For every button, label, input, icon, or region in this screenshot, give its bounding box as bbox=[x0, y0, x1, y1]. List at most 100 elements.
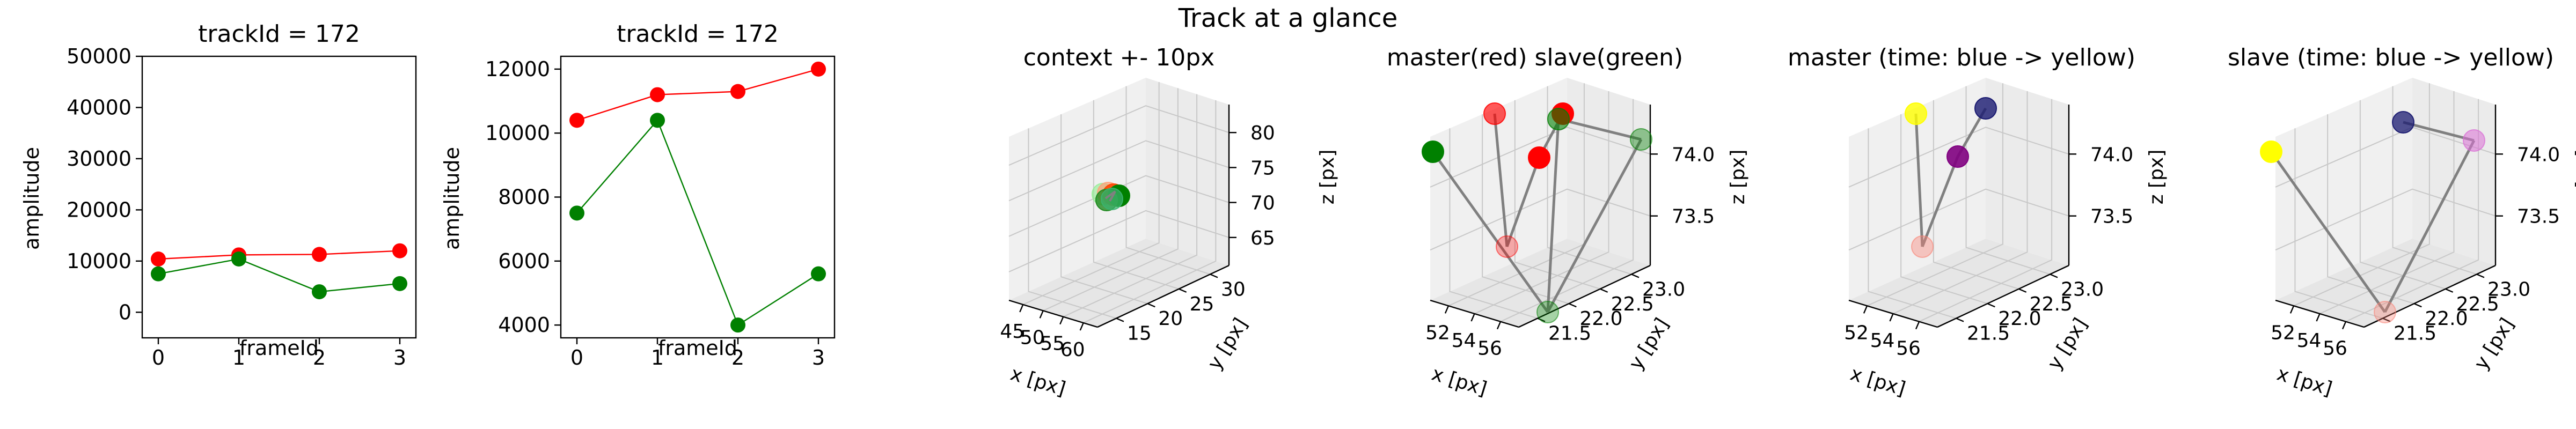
x-tick-mark bbox=[2289, 305, 2295, 314]
y-tick-label: 22.0 bbox=[1579, 308, 1622, 330]
grid-line-x bbox=[1893, 91, 2028, 314]
x-tick-label: 3 bbox=[812, 346, 825, 369]
data-point bbox=[569, 205, 584, 221]
y-tick-mark bbox=[1568, 303, 1577, 308]
y-axis-label: y [px] bbox=[2044, 314, 2092, 374]
data-point bbox=[1422, 140, 1444, 163]
x-tick-mark bbox=[2341, 321, 2347, 330]
y-axis-label: y [px] bbox=[1625, 314, 1673, 374]
z-axis-label: z [px] bbox=[2572, 150, 2576, 205]
x-tick-label: 2 bbox=[313, 346, 326, 369]
z-tick-label: 65 bbox=[1250, 227, 1275, 249]
left-pane bbox=[1009, 78, 1146, 300]
x-tick-label: 52 bbox=[1425, 322, 1450, 344]
x-axis-label: x [px] bbox=[1848, 363, 1908, 401]
series-line bbox=[158, 258, 400, 293]
chart1-y-ticks: 0 10000 20000 30000 40000 50000 bbox=[67, 45, 142, 324]
y-tick-label: 22.0 bbox=[2425, 308, 2468, 330]
x-tick-mark bbox=[1059, 316, 1064, 325]
grid-line-x bbox=[1083, 100, 1217, 323]
chart2-y-ticks: 4000 6000 8000 10000 12000 bbox=[485, 57, 561, 337]
grid-line-y bbox=[1514, 100, 1600, 290]
link-line bbox=[1921, 156, 1959, 247]
grid-line-z bbox=[1008, 105, 1230, 166]
grid-line-x bbox=[2293, 83, 2430, 307]
x-tick-label: 56 bbox=[2323, 338, 2347, 360]
x-tick-label: 54 bbox=[1452, 330, 1476, 352]
x-tick-mark bbox=[1915, 321, 1920, 330]
floor-pane bbox=[1849, 239, 2069, 327]
link-line bbox=[2383, 139, 2476, 313]
x-axis-label: x [px] bbox=[1008, 363, 1068, 401]
panel-title: master(red) slave(green) bbox=[1387, 44, 1683, 71]
figure-suptitle: Track at a glance bbox=[1178, 3, 1398, 33]
data-point bbox=[1496, 235, 1518, 258]
data-point bbox=[1528, 146, 1550, 169]
y-tick-label: 0 bbox=[119, 300, 131, 324]
grid-line-y bbox=[1449, 128, 1538, 319]
y-tick-label: 8000 bbox=[498, 186, 550, 209]
z-tick-label: 74.0 bbox=[1672, 144, 1715, 166]
data-point bbox=[1630, 128, 1652, 151]
z-axis-label: z [px] bbox=[1727, 150, 1749, 205]
y-tick-label: 50000 bbox=[67, 45, 131, 68]
data-point bbox=[392, 243, 407, 258]
grid-line-z bbox=[1430, 188, 1651, 251]
chart1-frame bbox=[141, 55, 417, 339]
series-line bbox=[158, 250, 400, 260]
data-point bbox=[811, 266, 826, 282]
grid-line-y bbox=[1482, 114, 1569, 305]
data-point bbox=[1946, 145, 1969, 168]
link-line bbox=[1104, 190, 1116, 202]
link-line bbox=[2270, 151, 2387, 313]
grid-line-y bbox=[2359, 100, 2446, 290]
x-tick-label: 0 bbox=[570, 346, 583, 369]
x-tick-label: 55 bbox=[1040, 333, 1065, 355]
y-tick-label: 22.5 bbox=[1611, 293, 1654, 315]
x-tick-label: 1 bbox=[651, 346, 664, 369]
x-tick-label: 54 bbox=[1870, 330, 1895, 352]
x-tick-mark bbox=[1470, 313, 1475, 322]
chart2-xlabel: frameId bbox=[658, 336, 737, 360]
y-tick-label: 10000 bbox=[485, 121, 550, 145]
x-tick-mark bbox=[1496, 321, 1502, 330]
data-point bbox=[1974, 97, 1997, 120]
y-axis-line bbox=[1097, 264, 1230, 328]
master-slave-3d-plot: master(red) slave(green) 52 54 56 x [px] 21.5… bbox=[1387, 44, 1749, 400]
data-point bbox=[2463, 129, 2485, 152]
y-tick-label: 22.5 bbox=[2030, 293, 2073, 315]
grid-line-y bbox=[2392, 86, 2477, 275]
x-tick-label: 50 bbox=[1020, 327, 1045, 349]
x-axis-label: x [px] bbox=[2274, 363, 2334, 401]
x-tick-label: 52 bbox=[2271, 322, 2295, 344]
series-line bbox=[576, 119, 819, 326]
link-line bbox=[1546, 138, 1643, 313]
data-point bbox=[811, 61, 826, 77]
link-line bbox=[1558, 117, 1642, 141]
y-tick-label: 22.0 bbox=[1998, 308, 2041, 330]
y-tick-mark bbox=[2445, 288, 2454, 293]
grid-line-y bbox=[1093, 100, 1179, 290]
x-tick-label: 3 bbox=[393, 346, 406, 369]
x-tick-label: 2 bbox=[731, 346, 744, 369]
grid-line-x bbox=[2319, 91, 2455, 314]
y-tick-label: 21.5 bbox=[1967, 323, 2010, 345]
chart2-frame bbox=[560, 55, 836, 339]
grid-line-x bbox=[1867, 83, 2003, 307]
x-axis-label: x [px] bbox=[1429, 363, 1489, 401]
chart2-series bbox=[569, 61, 826, 333]
panel-title: master (time: blue -> yellow) bbox=[1788, 44, 2135, 71]
x-tick-mark bbox=[1444, 305, 1450, 314]
grid-line-z bbox=[2275, 188, 2496, 251]
y-tick-label: 10000 bbox=[67, 249, 131, 273]
y-tick-label: 20 bbox=[1158, 308, 1183, 330]
x-tick-label: 56 bbox=[1896, 338, 1921, 360]
y-tick-label: 22.5 bbox=[2456, 293, 2499, 315]
y-tick-label: 23.0 bbox=[2061, 278, 2104, 300]
panel-title: slave (time: blue -> yellow) bbox=[2228, 44, 2554, 71]
y-tick-label: 23.0 bbox=[1642, 278, 1685, 300]
y-tick-label: 23.0 bbox=[2487, 278, 2530, 300]
y-tick-mark bbox=[2413, 303, 2422, 308]
data-point bbox=[312, 247, 327, 262]
link-line bbox=[1505, 157, 1541, 247]
